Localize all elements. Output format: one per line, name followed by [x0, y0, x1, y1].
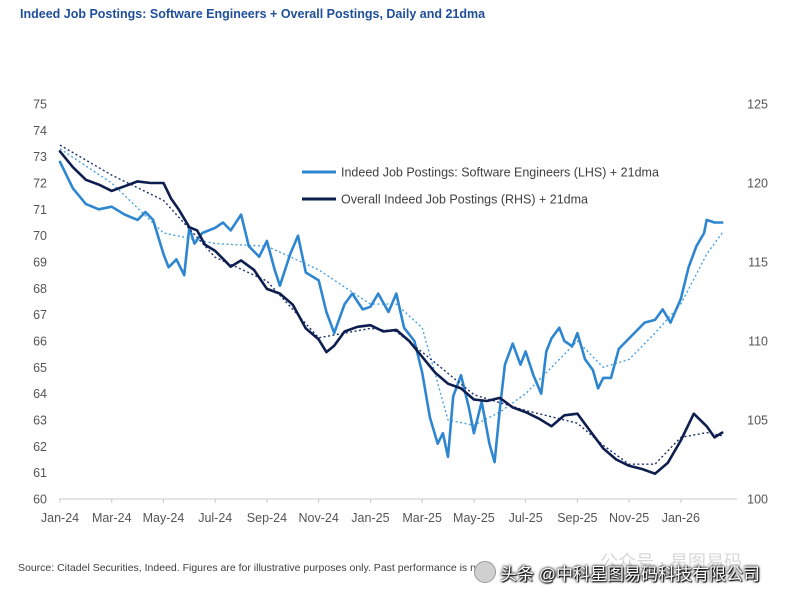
- left-axis-tick-label: 68: [33, 282, 47, 296]
- x-axis-tick-label: Jul-24: [198, 511, 232, 525]
- left-axis-tick-label: 73: [33, 150, 47, 164]
- x-axis-tick-label: Sep-24: [247, 511, 287, 525]
- left-axis-tick-label: 66: [33, 335, 47, 349]
- right-axis-tick-label: 125: [747, 98, 768, 112]
- left-axis-tick-label: 71: [33, 203, 47, 217]
- x-axis-tick-label: May-24: [143, 511, 185, 525]
- left-axis-tick-label: 67: [33, 308, 47, 322]
- right-axis-tick-label: 120: [747, 177, 768, 191]
- left-axis-tick-label: 70: [33, 229, 47, 243]
- watermark-faint-text: 公众号 · 星图易码: [600, 552, 742, 572]
- left-axis-tick-label: 65: [33, 361, 47, 375]
- right-axis-tick-label: 105: [747, 414, 768, 428]
- x-axis: Jan-24 Mar-24 May-24 Jul-24 Sep-24 Nov-24 Jan-…: [41, 499, 700, 525]
- left-axis-tick-label: 63: [33, 414, 47, 428]
- x-axis-tick-label: Jan-24: [41, 511, 79, 525]
- x-axis-tick-label: May-25: [453, 511, 495, 525]
- left-axis-tick-label: 64: [33, 387, 47, 401]
- x-axis-tick-label: Jan-26: [662, 511, 700, 525]
- left-axis-tick-label: 60: [33, 493, 47, 507]
- right-axis-tick-label: 115: [748, 256, 768, 270]
- left-axis-tick-label: 75: [33, 98, 47, 112]
- x-axis-tick-label: Mar-25: [402, 511, 442, 525]
- software-engineers-21dma-line: [59, 148, 723, 427]
- x-axis-tick-label: Mar-24: [92, 511, 132, 525]
- watermark-avatar-icon: [474, 561, 496, 583]
- x-axis-tick-label: Jul-25: [509, 511, 543, 525]
- left-axis-tick-label: 62: [33, 440, 47, 454]
- right-axis: 100 105 110 115 120 125: [747, 98, 768, 507]
- left-axis-tick-label: 72: [33, 177, 47, 191]
- watermark: 头条 @中科星图易码科技有限公司: [474, 558, 760, 586]
- right-axis-tick-label: 100: [747, 493, 768, 507]
- right-axis-tick-label: 110: [748, 335, 768, 349]
- x-axis-tick-label: Nov-25: [609, 511, 649, 525]
- x-axis-tick-label: Jan-25: [351, 511, 389, 525]
- plot-series: [58, 144, 724, 476]
- chart-title: Indeed Job Postings: Software Engineers …: [20, 7, 486, 21]
- overall-postings-daily-line: [58, 150, 724, 476]
- left-axis-tick-label: 61: [33, 466, 47, 480]
- left-axis-tick-label: 69: [33, 256, 47, 270]
- left-axis: 60 61 62 63 64 65 66 67 68 69 70 71 72 73 74 75: [33, 98, 47, 507]
- left-axis-tick-label: 74: [33, 124, 47, 138]
- software-engineers-daily-line: [58, 160, 724, 464]
- x-axis-tick-label: Sep-25: [557, 511, 597, 525]
- overall-postings-21dma-line: [59, 144, 723, 465]
- legend: Indeed Job Postings: Software Engineers …: [302, 166, 659, 207]
- legend-label-software-engineers: Indeed Job Postings: Software Engineers …: [341, 166, 659, 180]
- watermark-text: 头条 @中科星图易码科技有限公司: [500, 564, 760, 584]
- legend-label-overall: Overall Indeed Job Postings (RHS) + 21dm…: [341, 193, 588, 207]
- x-axis-tick-label: Nov-24: [299, 511, 339, 525]
- footnote: Source: Citadel Securities, Indeed. Figu…: [18, 562, 488, 574]
